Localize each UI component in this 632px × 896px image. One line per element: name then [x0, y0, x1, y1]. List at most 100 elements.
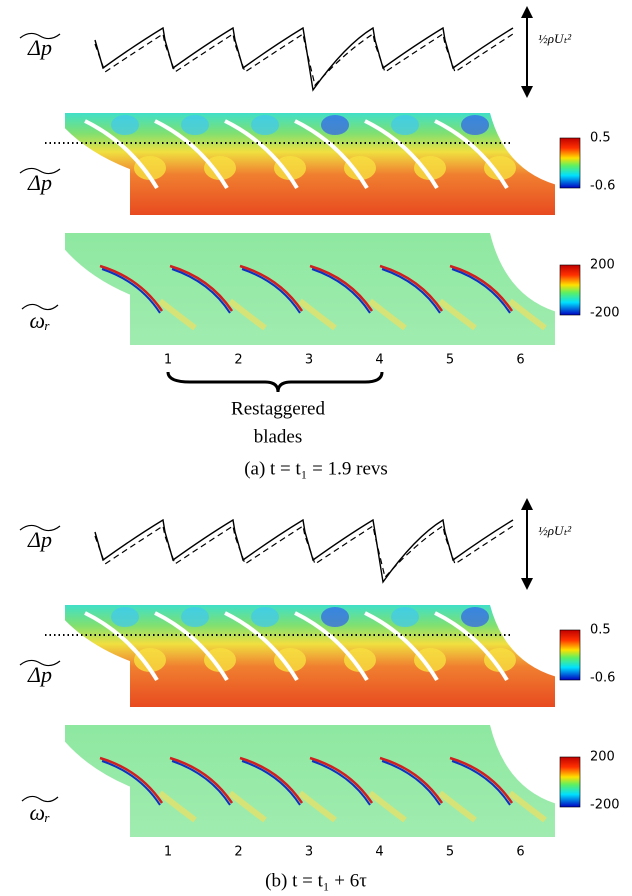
scale-label: ½ρUₜ² [538, 523, 572, 538]
blade-blue [311, 760, 371, 806]
low-pressure-spot [181, 115, 209, 135]
vorticity-contour [65, 725, 555, 837]
colorbar-min: -0.6 [590, 671, 615, 686]
blade-blue [311, 268, 371, 314]
tilde [19, 659, 61, 667]
blade-number: 3 [305, 845, 313, 860]
high-pressure-spot [414, 648, 446, 672]
blade [224, 611, 299, 682]
trace-dashed [94, 33, 514, 87]
colorbar-max: 200 [590, 258, 615, 273]
trace-solid [94, 26, 514, 92]
blade-blue [451, 268, 511, 314]
tilde [19, 167, 61, 175]
blade [224, 119, 299, 190]
blade-number: 6 [516, 353, 524, 368]
blade-blue [241, 760, 301, 806]
high-pressure-spot [414, 156, 446, 180]
blade-red [239, 756, 304, 804]
tilde [19, 524, 61, 532]
blade [434, 611, 509, 682]
high-pressure-spot [274, 648, 306, 672]
low-pressure-spot [461, 115, 489, 135]
blade-blue [171, 760, 231, 806]
wake [508, 790, 547, 823]
blade-red [449, 756, 514, 804]
colorbar-min: -0.6 [590, 179, 615, 194]
blade-number: 2 [234, 845, 242, 860]
trace-dashed [94, 525, 514, 579]
scale-label: ½ρUₜ² [538, 31, 572, 46]
wake [298, 790, 337, 823]
pressure-contour [65, 113, 555, 215]
blade-number: 5 [446, 353, 454, 368]
blade-number: 1 [164, 845, 172, 860]
colorbar-max: 200 [590, 750, 615, 765]
trace-label: Δp [27, 527, 52, 552]
blade-blue [381, 760, 441, 806]
low-pressure-spot [111, 115, 139, 135]
blade [294, 119, 369, 190]
colorbar [559, 137, 581, 189]
high-pressure-spot [204, 156, 236, 180]
low-pressure-spot [321, 607, 349, 627]
tilde [21, 303, 59, 311]
blade-red [99, 756, 164, 804]
pressure-label: Δp [27, 170, 52, 195]
low-pressure-spot [111, 607, 139, 627]
blade-number: 1 [164, 353, 172, 368]
wake [228, 298, 267, 331]
blade-red [309, 264, 374, 312]
wake [158, 790, 197, 823]
blade-blue [101, 268, 161, 314]
wake [228, 790, 267, 823]
pressure-label: Δp [27, 662, 52, 687]
wake [368, 790, 407, 823]
blade-red [309, 756, 374, 804]
blade-number: 6 [516, 845, 524, 860]
vorticity-contour [65, 233, 555, 345]
high-pressure-spot [484, 156, 516, 180]
low-pressure-spot [461, 607, 489, 627]
blade [434, 119, 509, 190]
low-pressure-spot [251, 607, 279, 627]
blade-number: 4 [375, 353, 383, 368]
low-pressure-spot [321, 115, 349, 135]
caption: (b) t = t₁ + 6τ [265, 870, 367, 891]
low-pressure-spot [181, 607, 209, 627]
blade [84, 119, 159, 190]
blade-blue [171, 268, 231, 314]
colorbar-max: 0.5 [590, 623, 611, 638]
blade-blue [451, 760, 511, 806]
vorticity-label: ωᵣ [30, 800, 51, 825]
blade [364, 119, 439, 190]
high-pressure-spot [344, 648, 376, 672]
trace-solid [94, 518, 514, 584]
blade [154, 119, 229, 190]
brace [166, 371, 384, 393]
blade-number: 4 [375, 845, 383, 860]
colorbar [559, 264, 581, 316]
blade-red [449, 264, 514, 312]
blade [84, 611, 159, 682]
wake [298, 298, 337, 331]
blade [364, 611, 439, 682]
low-pressure-spot [391, 115, 419, 135]
wake [438, 298, 477, 331]
wake [508, 298, 547, 331]
wake [438, 790, 477, 823]
annotation: Restaggered [231, 398, 325, 419]
high-pressure-spot [134, 648, 166, 672]
colorbar-max: 0.5 [590, 131, 611, 146]
high-pressure-spot [344, 156, 376, 180]
blade-red [99, 264, 164, 312]
blade [294, 611, 369, 682]
colorbar-min: -200 [590, 798, 620, 813]
colorbar [559, 629, 581, 681]
vorticity-label: ωᵣ [30, 308, 51, 333]
blade-red [169, 756, 234, 804]
caption: (a) t = t₁ = 1.9 revs [244, 458, 388, 479]
blade-blue [381, 268, 441, 314]
tilde [19, 32, 61, 40]
